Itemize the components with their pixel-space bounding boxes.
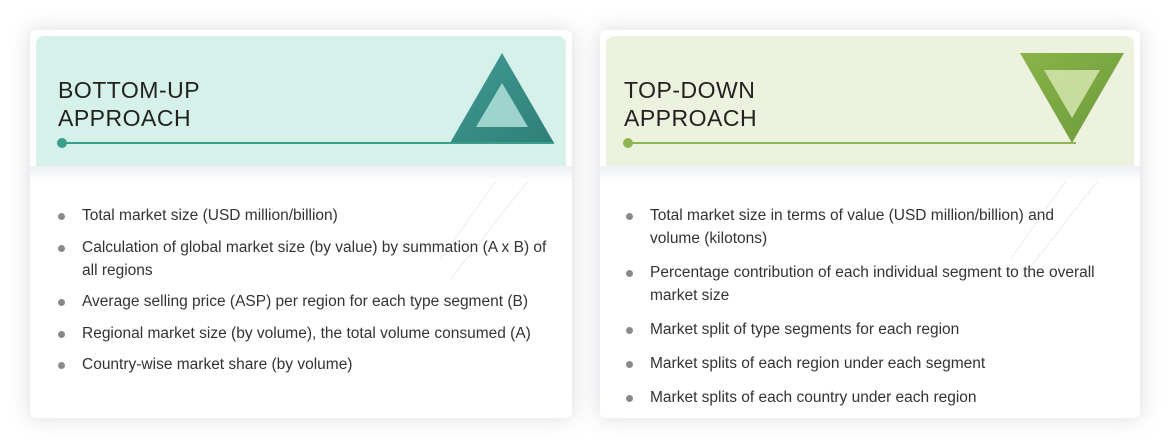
bottom-up-divider	[64, 142, 554, 144]
bullet-icon	[58, 330, 65, 338]
list-item: Percentage contribution of each individu…	[626, 261, 1106, 307]
list-item: Market split of type segments for each r…	[626, 318, 1106, 341]
list-item: Market splits of each region under each …	[626, 352, 1106, 375]
bullet-icon	[58, 362, 65, 369]
bottom-up-title: BOTTOM-UP APPROACH	[58, 77, 201, 131]
upward-triangle-icon	[450, 53, 554, 143]
bullet-icon	[626, 213, 633, 220]
bottom-up-dot	[57, 138, 67, 148]
bottom-up-header: BOTTOM-UP APPROACH	[36, 36, 566, 166]
bullet-icon	[58, 244, 65, 252]
bottom-up-list: Total market size (USD million/billion) …	[58, 204, 558, 385]
list-item: Total market size in terms of value (USD…	[626, 204, 1106, 250]
bullet-icon	[626, 361, 633, 368]
top-down-card: TOP-DOWN APPROACH Total market size in t…	[600, 30, 1140, 418]
list-item: Total market size (USD million/billion)	[58, 204, 558, 227]
list-item: Average selling price (ASP) per region f…	[58, 290, 558, 313]
bullet-icon	[58, 299, 65, 306]
top-down-dot	[623, 138, 633, 148]
top-down-list: Total market size in terms of value (USD…	[626, 204, 1106, 418]
bottom-up-card: BOTTOM-UP APPROACH Total market size (US…	[30, 30, 572, 418]
list-item: Calculation of global market size (by va…	[58, 236, 558, 282]
bullet-icon	[626, 395, 633, 402]
list-item: Country-wise market share (by volume)	[58, 353, 558, 376]
top-down-divider	[630, 142, 1076, 144]
downward-triangle-icon	[1020, 53, 1124, 143]
bullet-icon	[58, 213, 65, 220]
list-item: Regional market size (by volume), the to…	[58, 322, 558, 345]
top-down-header: TOP-DOWN APPROACH	[606, 36, 1134, 166]
list-item: Market splits of each country under each…	[626, 386, 1106, 409]
bullet-icon	[626, 327, 633, 334]
top-down-title: TOP-DOWN APPROACH	[624, 77, 758, 131]
bullet-icon	[626, 270, 633, 277]
